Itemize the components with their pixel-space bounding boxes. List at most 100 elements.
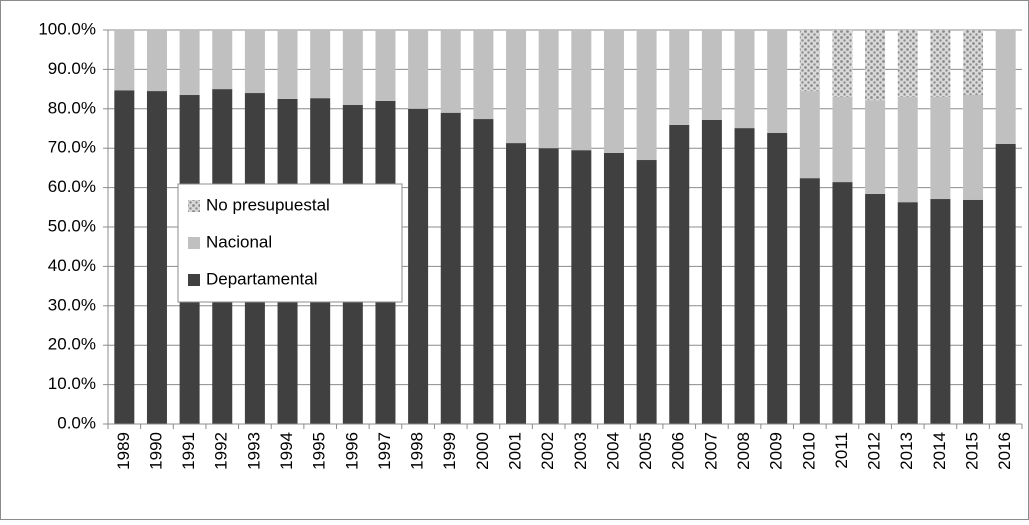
- bar-segment: [734, 30, 755, 129]
- bar-segment: [603, 152, 624, 425]
- bar-segment: [897, 30, 918, 97]
- bar-segment: [995, 30, 1016, 144]
- y-tick-label: 10.0%: [48, 374, 96, 393]
- x-tick-label: 2000: [473, 432, 492, 470]
- bar-segment: [375, 30, 396, 101]
- bar-segment: [799, 30, 820, 92]
- legend-label: Departamental: [206, 269, 318, 288]
- bar-segment: [506, 143, 527, 424]
- y-tick-label: 40.0%: [48, 256, 96, 275]
- x-tick-label: 1992: [212, 432, 231, 470]
- legend-swatch: [188, 237, 200, 249]
- bar-segment: [179, 30, 200, 96]
- bar-segment: [669, 30, 690, 125]
- y-tick-label: 70.0%: [48, 138, 96, 157]
- x-tick-label: 2006: [669, 432, 688, 470]
- x-tick-label: 2003: [571, 432, 590, 470]
- bar-segment: [636, 30, 657, 161]
- bar-segment: [342, 30, 363, 105]
- bar-segment: [310, 30, 331, 99]
- x-tick-label: 2010: [799, 432, 818, 470]
- x-tick-label: 1993: [244, 432, 263, 470]
- bar-segment: [146, 30, 167, 92]
- legend-label: Nacional: [206, 232, 272, 251]
- x-tick-label: 1989: [114, 432, 133, 470]
- bar-segment: [146, 91, 167, 424]
- bar-segment: [603, 30, 624, 153]
- bar-segment: [930, 96, 951, 200]
- bar-segment: [767, 30, 788, 133]
- bar-segment: [701, 119, 722, 424]
- legend: No presupuestal Nacional Departamental: [177, 183, 403, 303]
- bar-segment: [799, 178, 820, 424]
- bar-segment: [734, 128, 755, 424]
- x-tick-label: 2004: [603, 432, 622, 470]
- x-tick-label: 1996: [342, 432, 361, 470]
- bar-segment: [832, 30, 853, 97]
- bar-segment: [995, 143, 1016, 424]
- y-tick-label: 90.0%: [48, 59, 96, 78]
- bar-segment: [408, 30, 429, 109]
- x-tick-label: 2014: [930, 432, 949, 470]
- y-tick-label: 100.0%: [38, 19, 96, 38]
- y-tick-label: 50.0%: [48, 216, 96, 235]
- x-tick-label: 1999: [440, 432, 459, 470]
- x-tick-label: 2008: [734, 432, 753, 470]
- bar-segment: [799, 91, 820, 179]
- y-tick-label: 30.0%: [48, 295, 96, 314]
- bar-segment: [865, 30, 886, 101]
- bar-segment: [408, 108, 429, 425]
- bar-segment: [636, 160, 657, 424]
- bar-segment: [473, 30, 494, 120]
- x-tick-label: 2016: [995, 432, 1014, 470]
- x-tick-label: 2002: [538, 432, 557, 470]
- bar-segment: [832, 96, 853, 183]
- x-tick-label: 2015: [963, 432, 982, 470]
- x-tick-label: 2012: [865, 432, 884, 470]
- y-tick-label: 60.0%: [48, 177, 96, 196]
- x-tick-label: 1991: [179, 432, 198, 470]
- bar-segment: [767, 132, 788, 425]
- bar-segment: [277, 30, 298, 99]
- x-tick-label: 1990: [146, 432, 165, 470]
- legend-label: No presupuestal: [206, 195, 330, 214]
- bar-segment: [538, 30, 559, 149]
- bar-segment: [506, 30, 527, 144]
- bar-segment: [832, 182, 853, 424]
- legend-swatch: [188, 274, 200, 286]
- x-tick-label: 1995: [310, 432, 329, 470]
- x-tick-label: 2011: [832, 432, 851, 469]
- bar-segment: [963, 95, 984, 200]
- legend-box: [177, 183, 403, 303]
- bar-segment: [963, 30, 984, 96]
- x-tick-label: 1994: [277, 432, 296, 470]
- legend-swatch: [188, 200, 200, 212]
- y-tick-label: 0.0%: [57, 413, 96, 432]
- bar-segment: [865, 193, 886, 424]
- bar-segment: [440, 112, 461, 425]
- bar-segment: [897, 202, 918, 424]
- bar-segment: [212, 30, 233, 90]
- bar-segment: [571, 30, 592, 151]
- bar-segment: [244, 30, 265, 94]
- bar-segment: [440, 30, 461, 113]
- bar-segment: [114, 30, 135, 91]
- bar-segment: [571, 150, 592, 425]
- x-tick-label: 2005: [636, 432, 655, 470]
- bar-segment: [473, 119, 494, 424]
- x-tick-label: 2009: [767, 432, 786, 470]
- x-tick-label: 2007: [701, 432, 720, 470]
- bar-segment: [114, 90, 135, 425]
- bar-segment: [930, 199, 951, 424]
- y-tick-label: 20.0%: [48, 335, 96, 354]
- x-tick-label: 1997: [375, 432, 394, 470]
- bar-segment: [538, 148, 559, 424]
- y-tick-label: 80.0%: [48, 98, 96, 117]
- bar-segment: [963, 199, 984, 424]
- bar-segment: [669, 124, 690, 424]
- bar-segment: [865, 100, 886, 194]
- x-tick-label: 1998: [408, 432, 427, 470]
- bar-segment: [930, 30, 951, 97]
- bar-segment: [701, 30, 722, 120]
